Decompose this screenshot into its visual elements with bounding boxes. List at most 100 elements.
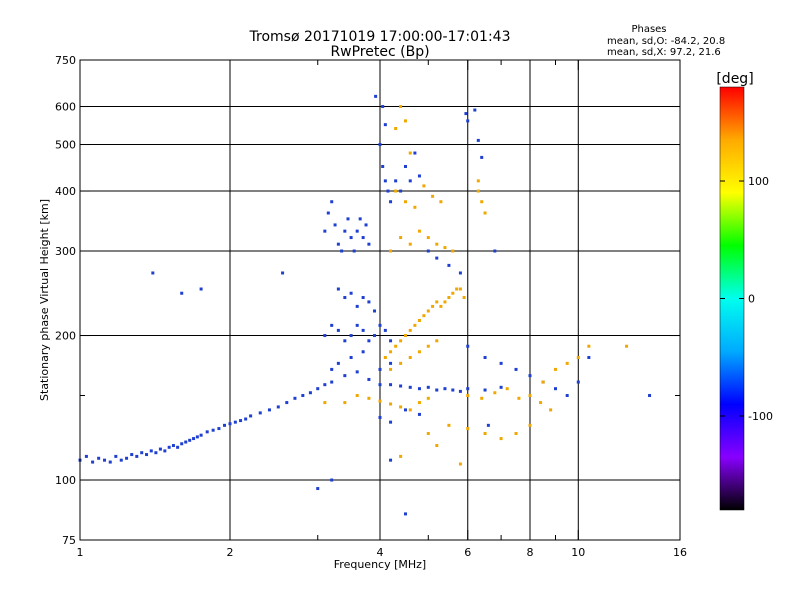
data-point-o bbox=[486, 423, 490, 427]
x-tick-label: 6 bbox=[464, 546, 471, 559]
data-point-x bbox=[399, 405, 403, 409]
data-point-x bbox=[408, 151, 412, 155]
data-point-o bbox=[258, 411, 262, 415]
data-point-o bbox=[281, 271, 285, 275]
data-point-o bbox=[483, 355, 487, 359]
data-point-x bbox=[323, 401, 327, 405]
data-point-o bbox=[326, 211, 330, 215]
data-point-o bbox=[355, 370, 359, 374]
data-point-x bbox=[625, 344, 629, 348]
data-point-o bbox=[355, 304, 359, 308]
data-point-o bbox=[473, 108, 477, 112]
data-point-o bbox=[389, 339, 393, 343]
data-point-o bbox=[211, 428, 215, 432]
data-point-o bbox=[435, 388, 439, 392]
data-point-o bbox=[378, 323, 382, 327]
data-point-o bbox=[130, 453, 134, 457]
data-point-x bbox=[413, 323, 417, 327]
data-point-o bbox=[399, 384, 403, 388]
data-point-o bbox=[458, 389, 462, 393]
data-point-o bbox=[217, 427, 221, 431]
data-point-o bbox=[373, 334, 377, 338]
data-point-x bbox=[499, 437, 503, 441]
data-point-x bbox=[403, 334, 407, 338]
data-point-o bbox=[403, 512, 407, 516]
data-point-o bbox=[426, 385, 430, 389]
data-point-x bbox=[539, 401, 543, 405]
data-point-o bbox=[330, 478, 334, 482]
data-point-o bbox=[381, 164, 385, 168]
data-point-x bbox=[576, 355, 580, 359]
data-point-o bbox=[340, 249, 344, 253]
data-point-o bbox=[514, 367, 518, 371]
phase-header: Phases bbox=[631, 24, 666, 35]
data-point-x bbox=[426, 432, 430, 436]
data-point-o bbox=[244, 417, 248, 421]
data-point-o bbox=[158, 447, 162, 451]
data-point-o bbox=[145, 453, 149, 457]
data-point-o bbox=[361, 350, 365, 354]
data-point-o bbox=[394, 179, 398, 183]
data-point-x bbox=[426, 344, 430, 348]
data-point-o bbox=[103, 458, 107, 462]
data-point-o bbox=[483, 388, 487, 392]
colorbar-tick-label: -100 bbox=[748, 410, 773, 423]
data-point-o bbox=[447, 263, 451, 267]
data-point-o bbox=[149, 449, 153, 453]
colorbar: [deg] 100 0 -100 bbox=[716, 71, 773, 511]
data-point-o bbox=[84, 454, 88, 458]
data-point-x bbox=[426, 236, 430, 240]
data-point-o bbox=[119, 458, 123, 462]
data-point-o bbox=[330, 200, 334, 204]
data-point-o bbox=[346, 217, 350, 221]
data-point-x bbox=[422, 314, 426, 318]
data-point-o bbox=[330, 367, 334, 371]
data-point-x bbox=[443, 246, 447, 250]
data-point-o bbox=[199, 287, 203, 291]
data-point-o bbox=[389, 361, 393, 365]
data-point-o bbox=[163, 449, 167, 453]
phase-stats-x: mean, sd,X: 97.2, 21.6 bbox=[607, 47, 721, 58]
data-point-x bbox=[435, 444, 439, 448]
data-point-o bbox=[316, 387, 320, 391]
data-point-o bbox=[408, 385, 412, 389]
data-point-o bbox=[135, 454, 139, 458]
data-point-o bbox=[408, 179, 412, 183]
data-point-x bbox=[435, 242, 439, 246]
y-axis-label: Stationary phase Virtual Height [km] bbox=[38, 199, 51, 401]
data-point-o bbox=[493, 249, 497, 253]
data-point-o bbox=[466, 119, 470, 123]
data-point-o bbox=[343, 229, 347, 233]
data-point-o bbox=[361, 296, 365, 300]
data-point-o bbox=[413, 151, 417, 155]
data-point-x bbox=[394, 126, 398, 130]
data-point-o bbox=[389, 383, 393, 387]
data-point-o bbox=[576, 380, 580, 384]
data-point-o bbox=[373, 309, 377, 313]
y-tick-label: 200 bbox=[55, 330, 76, 343]
data-point-o bbox=[499, 385, 503, 389]
data-point-o bbox=[301, 394, 305, 398]
data-point-x bbox=[435, 300, 439, 304]
colorbar-tick-label: 100 bbox=[748, 175, 769, 188]
data-point-o bbox=[367, 300, 371, 304]
data-point-o bbox=[343, 339, 347, 343]
data-point-o bbox=[378, 143, 382, 147]
data-point-o bbox=[464, 112, 468, 116]
colorbar-label: [deg] bbox=[716, 71, 753, 87]
data-point-x bbox=[549, 408, 553, 412]
data-point-o bbox=[336, 361, 340, 365]
data-point-o bbox=[367, 377, 371, 381]
y-axis: 75 100 200 300 400 500 600 750 bbox=[55, 54, 680, 547]
data-point-o bbox=[417, 174, 421, 178]
data-point-x bbox=[455, 287, 459, 291]
data-point-o bbox=[361, 236, 365, 240]
data-point-x bbox=[476, 189, 480, 193]
data-point-o bbox=[349, 236, 353, 240]
data-point-o bbox=[381, 105, 385, 109]
data-point-x bbox=[447, 423, 451, 427]
data-point-x bbox=[408, 242, 412, 246]
data-point-x bbox=[399, 236, 403, 240]
x-axis: 1 2 4 6 8 10 16 bbox=[77, 60, 687, 559]
